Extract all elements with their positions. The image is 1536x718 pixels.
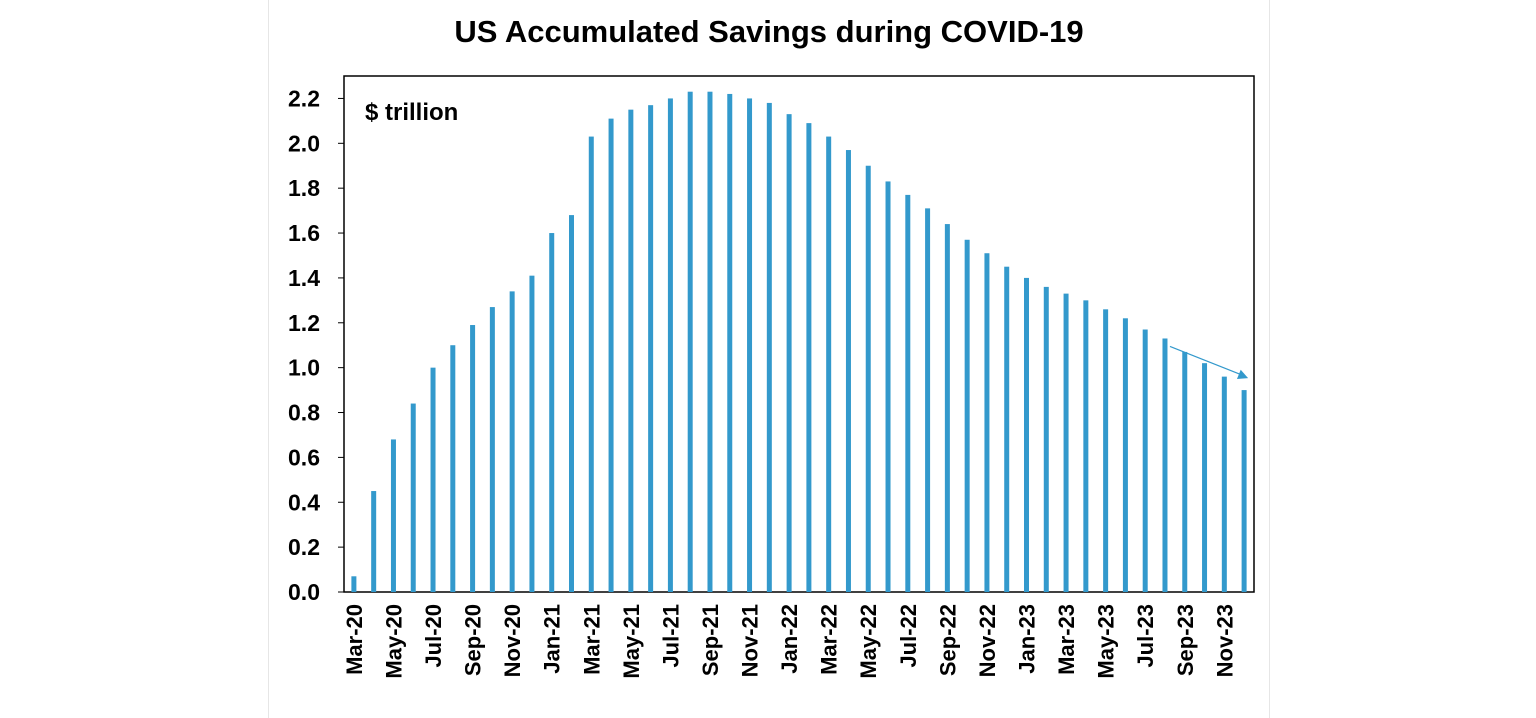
bar-aug-22 [925, 208, 931, 592]
x-tick-label: Jul-22 [896, 604, 921, 668]
bar-feb-22 [806, 123, 812, 593]
bar-mar-22 [826, 136, 832, 592]
x-tick-label: May-22 [856, 604, 881, 679]
bar-aug-20 [450, 345, 456, 592]
bar-nov-22 [984, 253, 990, 592]
y-tick-label: 0.4 [288, 489, 320, 515]
bar-mar-21 [588, 136, 594, 592]
x-tick-label: Jan-21 [540, 604, 565, 674]
bar-jun-20 [410, 403, 416, 592]
y-tick-label: 1.6 [288, 220, 320, 246]
x-tick-label: Nov-20 [500, 604, 525, 677]
bar-dec-23 [1241, 390, 1247, 592]
bar-sep-23 [1182, 351, 1188, 592]
trend-arrow-line [1169, 345, 1243, 376]
bar-oct-22 [964, 239, 970, 592]
x-axis: Mar-20 May-20 Jul-20 Sep-20 Nov-20 Jan-21 Mar-… [342, 604, 1237, 679]
y-tick-label: 0.6 [288, 444, 320, 470]
bar-feb-23 [1043, 286, 1049, 592]
y-tick-label: 1.0 [288, 355, 320, 381]
bar-dec-22 [1004, 266, 1010, 592]
x-tick-label: Jul-21 [658, 604, 683, 668]
bar-feb-21 [569, 215, 574, 593]
bar-apr-21 [608, 118, 614, 592]
bar-aug-21 [687, 91, 693, 592]
y-tick-label: 2.0 [288, 130, 320, 156]
bar-jul-21 [667, 98, 673, 592]
x-tick-label: Sep-23 [1173, 604, 1198, 676]
bar-nov-23 [1221, 376, 1227, 592]
x-tick-label: Jul-23 [1133, 604, 1158, 668]
bar-apr-22 [845, 150, 851, 592]
x-tick-label: Sep-22 [935, 604, 960, 676]
x-tick-label: Jan-22 [777, 604, 802, 674]
bar-nov-20 [509, 291, 515, 592]
bar-may-20 [390, 439, 396, 592]
chart-title: US Accumulated Savings during COVID-19 [454, 14, 1083, 49]
x-tick-label: Jul-20 [421, 604, 446, 668]
bar-dec-21 [766, 102, 772, 592]
y-tick-label: 0.0 [288, 579, 320, 605]
y-tick-label: 0.8 [288, 400, 320, 426]
x-tick-label: Sep-20 [461, 604, 486, 676]
bar-may-22 [865, 165, 871, 592]
bar-sep-20 [470, 325, 476, 592]
x-tick-label: Nov-23 [1212, 604, 1237, 677]
bar-apr-20 [371, 491, 377, 592]
y-tick-label: 0.2 [288, 534, 320, 560]
x-tick-label: Nov-22 [975, 604, 1000, 677]
y-tick-label: 1.4 [288, 265, 320, 291]
x-tick-label: May-23 [1094, 604, 1119, 679]
y-tick-label: 1.8 [288, 175, 320, 201]
bar-jun-23 [1122, 318, 1128, 592]
x-tick-label: Sep-21 [698, 604, 723, 676]
bar-nov-21 [747, 98, 753, 592]
x-tick-label: Jan-23 [1015, 604, 1040, 674]
bar-jan-23 [1024, 277, 1029, 592]
y-tick-label: 1.2 [288, 310, 320, 336]
bar-may-21 [628, 109, 634, 593]
bar-series [351, 91, 1247, 593]
x-tick-label: Mar-21 [579, 604, 604, 675]
x-tick-label: Mar-22 [817, 604, 842, 675]
chart-canvas: US Accumulated Savings during COVID-19 $… [268, 0, 1270, 718]
bar-sep-22 [944, 224, 950, 592]
bar-dec-20 [529, 275, 535, 592]
bar-chart: US Accumulated Savings during COVID-19 $… [288, 14, 1255, 679]
bar-oct-20 [489, 307, 495, 592]
bar-may-23 [1103, 309, 1109, 592]
bar-jun-22 [885, 181, 891, 592]
bar-mar-23 [1063, 293, 1069, 592]
y-tick-label: 2.2 [288, 85, 320, 111]
x-tick-label: Mar-23 [1054, 604, 1079, 675]
plot-area-frame [343, 75, 1255, 593]
bar-jul-20 [430, 367, 436, 592]
x-tick-label: May-20 [381, 604, 406, 679]
bar-oct-21 [727, 93, 733, 593]
bar-jul-22 [905, 194, 911, 592]
x-tick-label: Nov-21 [738, 604, 763, 677]
x-tick-label: Mar-20 [342, 604, 367, 675]
unit-label: $ trillion [365, 99, 458, 126]
trend-arrow [1169, 345, 1249, 379]
bar-mar-20 [351, 576, 357, 592]
bar-jun-21 [648, 105, 654, 592]
bar-jan-21 [549, 233, 555, 593]
bar-jul-23 [1142, 329, 1148, 592]
bar-aug-23 [1162, 338, 1168, 592]
y-axis: 0.0 0.2 0.4 0.6 0.8 1.0 1.2 1.4 1.6 1.8 2.0 2.2 [288, 85, 344, 605]
x-tick-label: May-21 [619, 604, 644, 679]
trend-arrow-head [1236, 369, 1249, 379]
bar-sep-21 [707, 91, 713, 592]
bar-jan-22 [786, 114, 792, 592]
bar-apr-23 [1083, 300, 1089, 592]
bar-oct-23 [1202, 363, 1208, 592]
